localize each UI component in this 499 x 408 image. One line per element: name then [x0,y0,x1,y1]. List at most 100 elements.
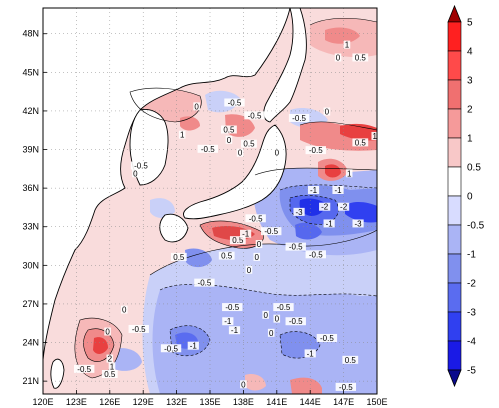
contour-label: -0.5 [134,162,148,171]
contour-label: -2 [340,203,348,212]
contour-label-bg [319,202,331,211]
contour-label: 0 [257,240,262,249]
contour-label: -0.5 [228,99,242,108]
contour-label: -0.5 [292,114,306,123]
contour-label: 0.5 [223,126,235,135]
contour-label: -0.5 [132,325,146,334]
contour-label-bg [371,131,377,140]
contour-label: -0.5 [264,227,278,236]
colorbar-segment [447,282,462,313]
x-tick-label: 126E [99,397,120,407]
contour-label-bg [130,161,152,170]
x-tick-label: 141E [266,397,287,407]
contour-label: -1 [310,186,318,195]
contour-label: 0 [194,102,199,111]
contour-label: -1 [224,317,232,326]
x-tick-label: 129E [133,397,154,407]
y-tick-label: 24N [22,338,39,348]
colorbar-segment [447,311,462,342]
contour-label: -0.5 [309,250,323,259]
contour-label-bg [221,125,237,134]
contour-label-bg [170,252,187,261]
contour-label-bg [345,169,353,178]
contour-label: 2 [108,355,113,364]
contour-label-bg [285,242,306,251]
contour-label-bg [222,303,243,312]
contour-label: -2 [321,203,329,212]
grid-lines [43,8,377,394]
contour-label-bg [316,333,338,342]
contour-label: 1 [347,169,352,178]
contour-label: 0.5 [104,370,116,379]
colorbar-label: 5 [467,18,473,29]
kyushu-shikoku [159,213,189,243]
contour-label: 0 [133,169,138,178]
contour-label-bg [245,265,253,274]
contour-label: 0 [269,329,274,338]
contour-label: -0.5 [225,303,239,312]
contour-label-bg [193,102,200,111]
contour-label-bg [323,219,335,228]
contour-label-bg [108,362,116,371]
contour-label: -0.5 [201,145,215,154]
contour-label-bg [293,207,305,216]
contour-label: -0.5 [164,344,178,353]
contour-label-bg [352,53,369,62]
contour-label: 1 [345,41,350,50]
colorbar-label: 1 [467,134,473,145]
colorbar-label: -1 [467,250,476,261]
contour-label-bg [261,227,282,236]
contour-label-bg [245,214,266,223]
colorbar-segment [447,79,462,110]
contour-labels: 10.50-0.50-0.5 0-0.50.510 0.5-0.5 -0.510.50… [73,40,378,392]
y-axis: 21N 24N 27N 30N 33N 36N 39N 42N 45N 48N [22,29,47,386]
y-tick-label: 36N [22,183,39,193]
x-axis: 120E 123E 126E 129E 132E 135E 138E 141E 144E 147E… [32,390,388,407]
contour-label: 0 [105,328,110,337]
contour-label-bg [338,202,350,211]
contour-label: 0 [325,108,330,117]
contour-label-bg [273,314,281,323]
contour-label-bg [194,278,215,287]
colorbar-label: 4 [467,47,473,58]
contour-label-bg [240,380,247,389]
land [43,8,307,389]
y-tick-label: 45N [22,67,39,77]
contour-label-bg [285,317,306,326]
contour-label-bg [273,148,281,157]
contour-label: -1 [242,230,250,239]
sakhalin-hokkaido [263,8,307,123]
contour-label: -0.5 [320,334,334,343]
colorbar-label: -0.5 [467,221,485,232]
x-tick-label: 144E [300,397,321,407]
contour-label-bg [273,303,294,312]
contour-label-bg [160,344,182,353]
y-tick-label: 30N [22,260,39,270]
contour-label: -0.5 [289,317,303,326]
contour-label-bg [128,324,149,333]
colorbar-top-arrow [447,4,462,23]
contour-label: 0 [227,136,232,145]
contour-label: 0.5 [355,138,367,147]
contour-label: 1 [373,132,378,141]
contour-label-bg [240,229,252,238]
contour-label-bg [104,327,111,336]
colorbar-segment [447,50,462,81]
contour-label-bg [342,355,359,364]
contour-label-bg [253,252,261,261]
contour-label: 0 [336,53,341,62]
contour-label: -0.5 [77,365,91,374]
contour-label-bg [241,139,257,148]
asian-mainland [43,8,291,361]
contour-label: -1 [231,326,239,335]
contour-label: 0.5 [221,252,233,261]
colorbar-bottom-arrow [447,369,462,388]
contour-label-bg [332,185,344,194]
contour-label: 0 [275,149,280,158]
contour-label: 0 [263,311,268,320]
contour-label-bg [267,328,275,337]
colorbar-label: -4 [467,337,476,348]
contour-label-bg [244,111,265,120]
contour-label-bg [178,130,186,139]
